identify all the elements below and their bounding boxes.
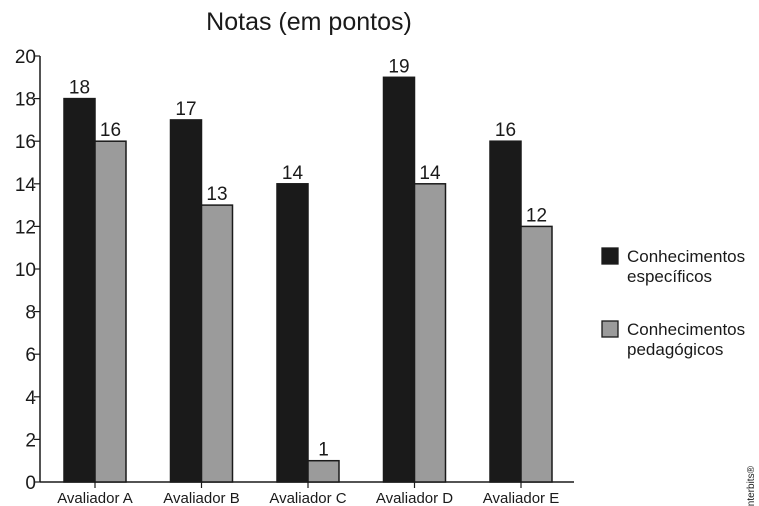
category-label: Avaliador C	[269, 490, 346, 506]
category-label: Avaliador A	[57, 490, 133, 506]
bar	[307, 459, 340, 483]
y-tick-label: 18	[15, 90, 36, 111]
y-tick-label: 4	[25, 388, 36, 409]
legend-swatch	[601, 320, 619, 338]
bar	[276, 183, 309, 483]
bar	[94, 140, 127, 483]
credit-watermark: Interbits®	[746, 465, 757, 506]
bar	[382, 76, 416, 483]
data-label: 17	[175, 99, 196, 120]
y-tick-label: 12	[15, 217, 36, 238]
legend: ConhecimentosespecíficosConhecimentosped…	[601, 247, 745, 359]
data-label: 18	[69, 78, 90, 99]
data-label: 13	[206, 184, 227, 205]
data-label: 14	[282, 163, 304, 184]
category-label: Avaliador D	[376, 490, 453, 506]
y-tick-label: 0	[25, 473, 36, 494]
data-label: 12	[526, 205, 547, 226]
y-tick-label: 20	[15, 47, 36, 68]
bar	[520, 225, 553, 483]
data-label: 16	[495, 120, 516, 141]
axes: 0 2 4 6 8 10 12 14 16 18 20 Avaliador A Avaliador B A…	[15, 47, 574, 506]
y-tick-label: 2	[25, 430, 36, 451]
bar	[413, 183, 447, 483]
y-tick-label: 14	[15, 175, 37, 196]
bars: 18 16 17 13 14 1 19 14 16 12	[63, 56, 553, 483]
category-label: Avaliador B	[163, 490, 239, 506]
legend-label: Conhecimentos	[627, 320, 745, 339]
bar	[63, 97, 96, 483]
bar	[489, 140, 522, 483]
data-label: 19	[388, 56, 409, 77]
y-tick-label: 16	[15, 132, 36, 153]
y-tick-label: 10	[15, 260, 36, 281]
data-label: 1	[318, 440, 329, 461]
bar	[169, 119, 203, 483]
chart-title: Notas (em pontos)	[206, 8, 412, 36]
legend-swatch	[601, 247, 619, 265]
legend-label: específicos	[627, 267, 712, 286]
category-label: Avaliador E	[483, 490, 559, 506]
data-label: 16	[100, 120, 121, 141]
data-label: 14	[419, 163, 441, 184]
legend-label: pedagógicos	[627, 340, 723, 359]
y-tick-label: 8	[25, 303, 36, 324]
legend-label: Conhecimentos	[627, 247, 745, 266]
bar	[200, 204, 234, 483]
y-tick-label: 6	[25, 345, 36, 366]
